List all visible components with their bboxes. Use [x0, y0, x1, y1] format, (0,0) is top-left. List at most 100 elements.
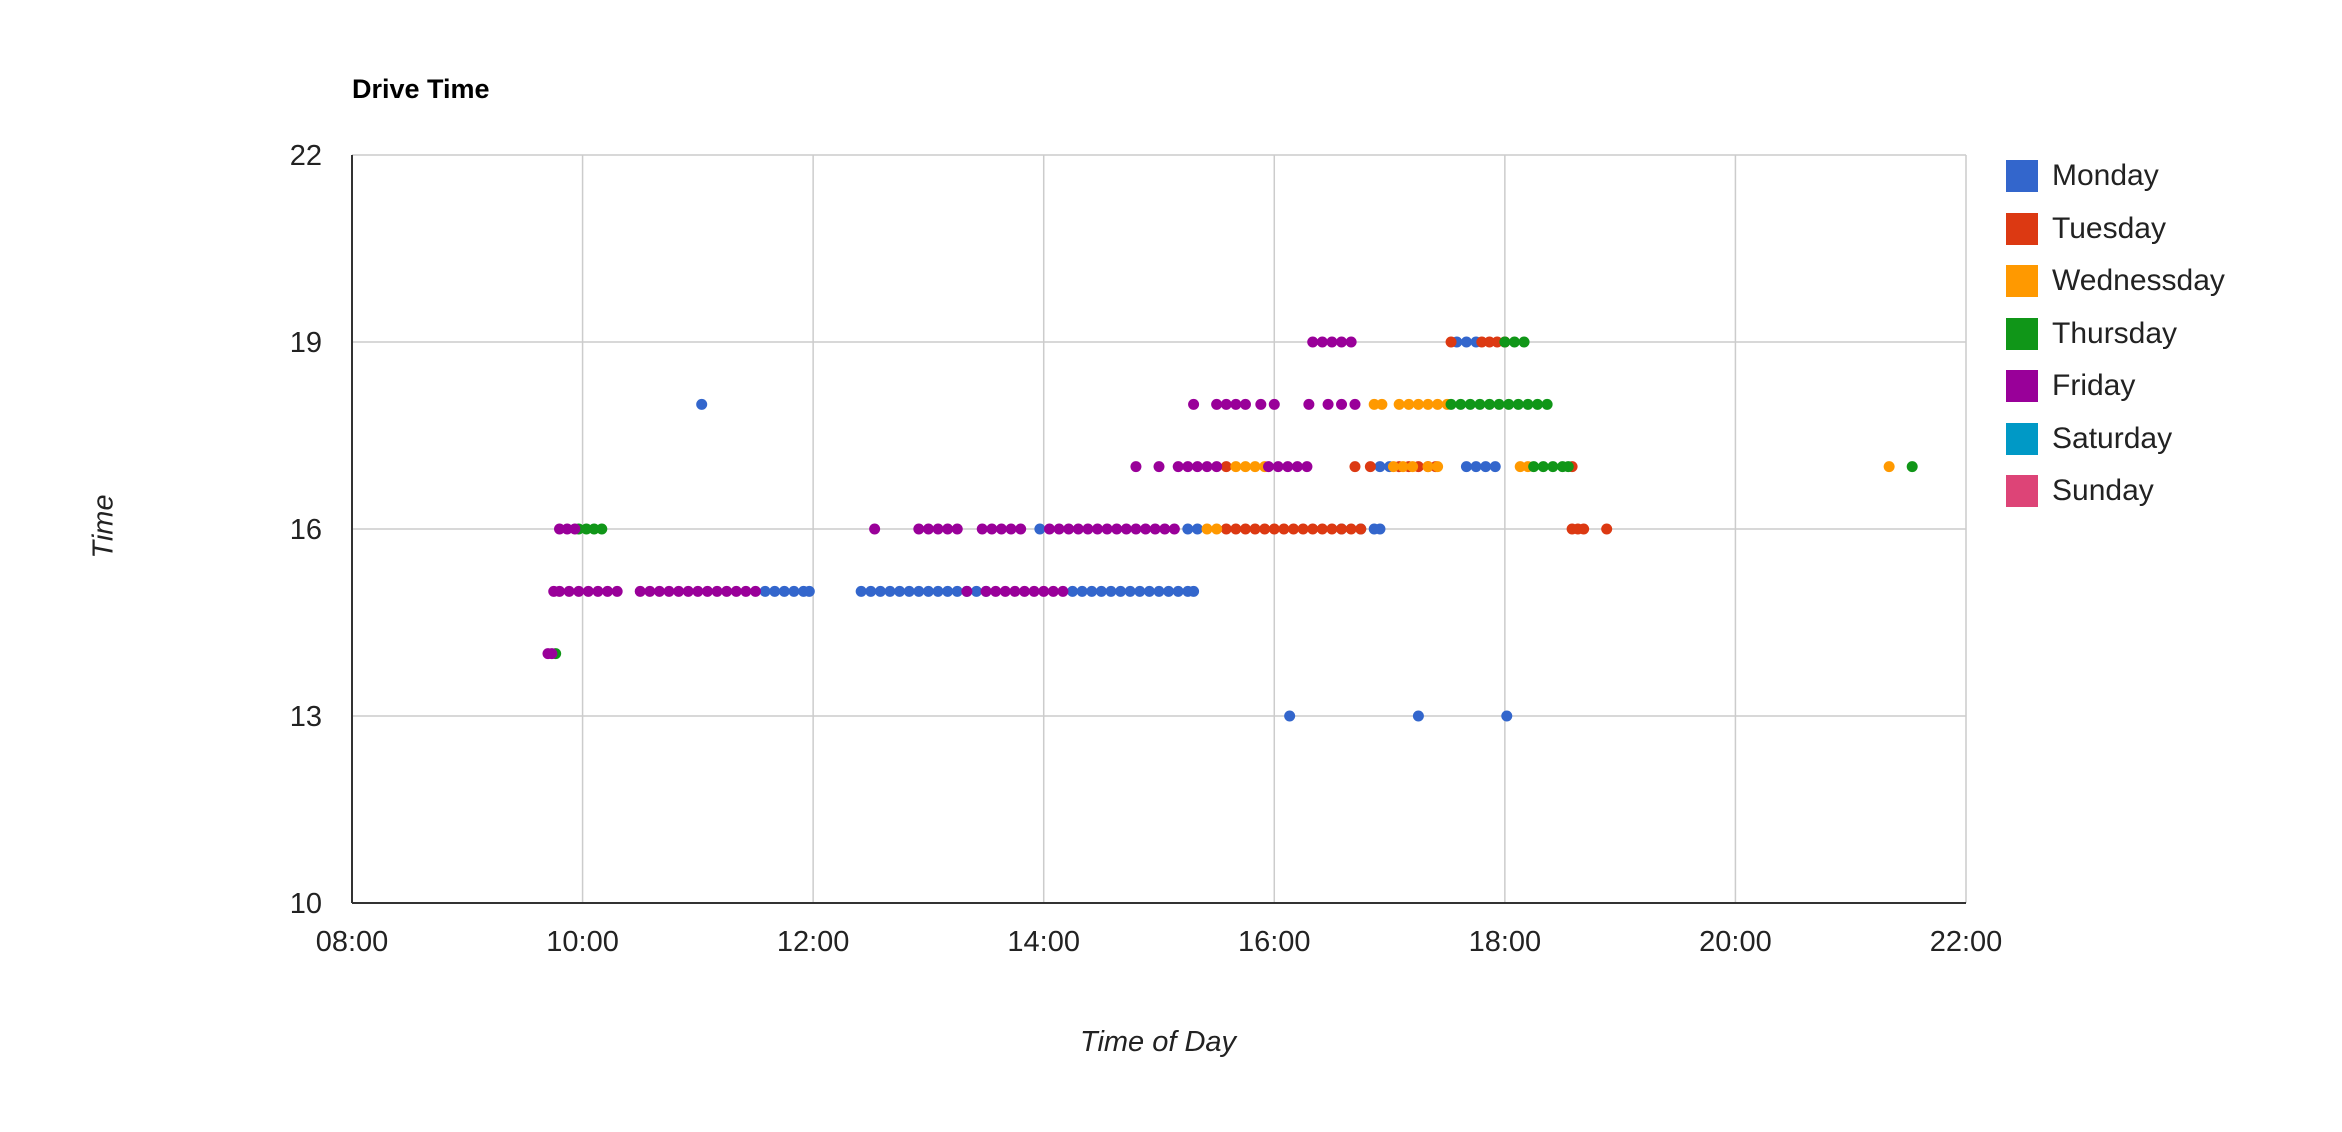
data-point: [986, 523, 998, 535]
data-point: [1316, 336, 1328, 348]
data-point: [1239, 461, 1251, 473]
data-point: [602, 585, 614, 597]
data-point: [903, 585, 915, 597]
data-point: [1307, 523, 1319, 535]
data-point: [1460, 336, 1472, 348]
data-point: [1374, 461, 1386, 473]
data-point: [701, 585, 713, 597]
data-point: [913, 585, 925, 597]
data-point: [1483, 398, 1495, 410]
data-point: [1182, 461, 1194, 473]
y-tick-label: 22: [290, 140, 322, 172]
legend-item: Saturday: [2006, 413, 2225, 466]
data-point: [1220, 523, 1232, 535]
data-point: [1397, 461, 1409, 473]
legend-item: Thursday: [2006, 308, 2225, 361]
data-point: [1182, 523, 1194, 535]
data-point: [1445, 336, 1457, 348]
data-point: [1474, 398, 1486, 410]
data-point: [788, 585, 800, 597]
data-point: [951, 523, 963, 535]
data-point: [1562, 461, 1574, 473]
legend-item: Wednessday: [2006, 255, 2225, 308]
data-point: [803, 585, 815, 597]
y-tick-label: 13: [290, 701, 322, 733]
data-point: [1349, 398, 1361, 410]
data-point: [1220, 461, 1232, 473]
data-point: [1263, 461, 1275, 473]
y-tick-label: 19: [290, 327, 322, 359]
data-point: [592, 585, 604, 597]
data-point: [1130, 461, 1142, 473]
data-point: [1403, 398, 1415, 410]
data-point: [730, 585, 742, 597]
data-point: [1480, 461, 1492, 473]
data-point: [1541, 398, 1553, 410]
legend-label: Thursday: [2052, 316, 2178, 350]
data-point: [759, 585, 771, 597]
data-point: [1547, 461, 1559, 473]
data-point: [1532, 398, 1544, 410]
data-point: [1067, 585, 1079, 597]
data-point: [1047, 585, 1059, 597]
data-point: [1412, 398, 1424, 410]
data-point: [573, 585, 585, 597]
data-point: [750, 585, 761, 597]
data-point: [1153, 585, 1165, 597]
data-point: [922, 523, 934, 535]
data-point: [999, 585, 1011, 597]
x-tick-label: 18:00: [1469, 926, 1542, 958]
data-point: [1322, 398, 1334, 410]
data-point: [1906, 461, 1918, 473]
data-point: [874, 585, 886, 597]
data-point: [1422, 461, 1434, 473]
data-point: [653, 585, 665, 597]
data-point: [1149, 523, 1161, 535]
data-point: [1063, 523, 1075, 535]
data-point: [1201, 461, 1213, 473]
data-point: [990, 585, 1002, 597]
data-point: [1172, 461, 1184, 473]
y-tick-label: 10: [290, 888, 322, 920]
data-point: [1272, 461, 1284, 473]
data-point: [563, 585, 575, 597]
data-point: [1464, 398, 1476, 410]
legend: Monday Tuesday Wednessday Thursday Friday Sat…: [2006, 150, 2225, 518]
legend-swatch: [2006, 160, 2038, 193]
data-point: [1376, 398, 1388, 410]
data-point: [561, 523, 573, 535]
data-point: [1072, 523, 1084, 535]
data-point: [580, 523, 592, 535]
data-point: [1491, 336, 1503, 348]
data-point: [1092, 523, 1104, 535]
data-point: [869, 523, 881, 535]
data-point: [1432, 461, 1444, 473]
data-point: [596, 523, 608, 535]
data-point: [1291, 461, 1303, 473]
data-point: [1101, 523, 1113, 535]
data-point: [1508, 336, 1520, 348]
data-point: [1211, 398, 1223, 410]
y-tick-label: 16: [290, 514, 322, 546]
data-point: [1043, 523, 1055, 535]
data-point: [1028, 585, 1040, 597]
data-point: [1188, 585, 1200, 597]
data-point: [1140, 523, 1152, 535]
legend-item: Tuesday: [2006, 203, 2225, 256]
data-point: [1239, 398, 1251, 410]
data-point: [1230, 461, 1242, 473]
data-point: [644, 585, 656, 597]
data-point: [1211, 523, 1223, 535]
data-point: [569, 523, 581, 535]
data-point: [1009, 585, 1021, 597]
data-point: [1514, 461, 1526, 473]
data-point: [1268, 398, 1280, 410]
data-point: [1445, 398, 1457, 410]
data-point: [1259, 523, 1271, 535]
data-point: [769, 585, 781, 597]
data-point: [1130, 523, 1142, 535]
data-point: [696, 398, 708, 410]
x-tick-label: 14:00: [1007, 926, 1080, 958]
data-point: [1601, 523, 1613, 535]
